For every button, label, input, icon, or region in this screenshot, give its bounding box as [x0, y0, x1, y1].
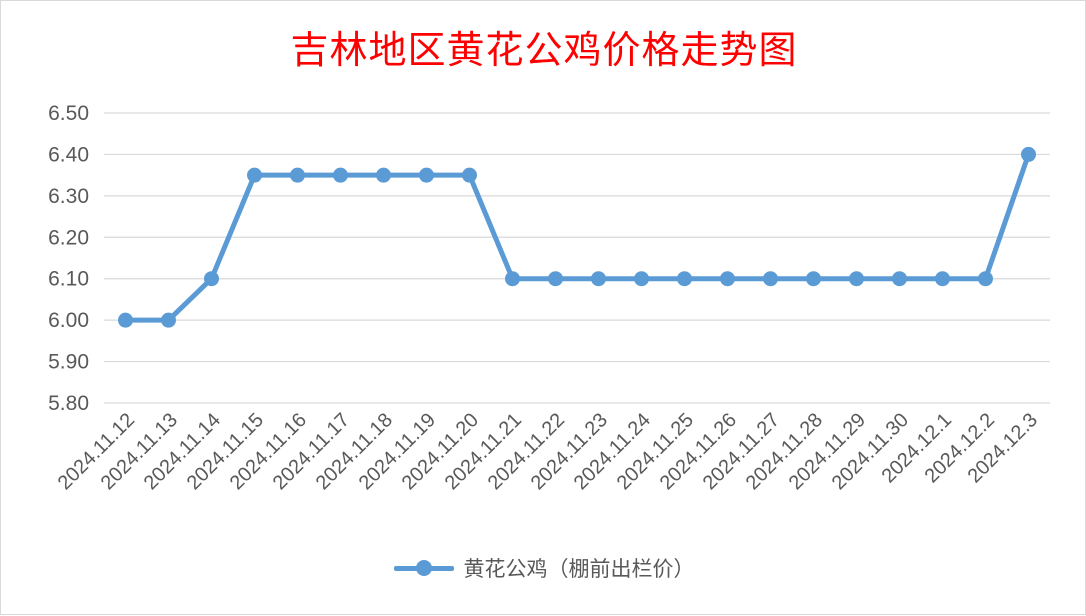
data-point [462, 167, 477, 183]
data-point [763, 271, 778, 287]
data-point [548, 271, 563, 287]
data-point [806, 271, 821, 287]
data-point [290, 167, 305, 183]
data-point [333, 167, 348, 183]
data-point [978, 271, 993, 287]
series-layer [118, 146, 1036, 328]
gridlines [104, 112, 1050, 404]
data-point [118, 312, 133, 328]
data-point [935, 271, 950, 287]
data-point [849, 271, 864, 287]
legend-label: 黄花公鸡（棚前出栏价） [463, 557, 695, 581]
legend: 黄花公鸡（棚前出栏价） [1, 553, 1086, 583]
data-point [634, 271, 649, 287]
y-tick-label: 6.00 [48, 309, 89, 332]
data-point [1021, 146, 1036, 162]
legend-marker [393, 556, 454, 580]
data-point [161, 312, 176, 328]
series-line [123, 151, 1031, 323]
y-tick-label: 6.50 [48, 102, 89, 125]
data-point [505, 271, 520, 287]
data-point [892, 271, 907, 287]
data-point [376, 167, 391, 183]
data-point [591, 271, 606, 287]
data-point [720, 271, 735, 287]
y-tick-label: 6.30 [48, 185, 89, 208]
y-axis-ticks: 5.80 5.90 6.00 6.10 6.20 6.30 6.40 6.50 [48, 102, 89, 415]
data-point [204, 271, 219, 287]
y-tick-label: 6.10 [48, 268, 89, 291]
y-tick-label: 6.20 [48, 226, 89, 249]
data-point [247, 167, 262, 183]
x-axis-ticks: 2024.11.122024.11.132024.11.142024.11.15… [54, 409, 1042, 494]
y-tick-label: 5.90 [48, 351, 89, 374]
data-point [419, 167, 434, 183]
y-tick-label: 5.80 [48, 392, 89, 415]
y-tick-label: 6.40 [48, 143, 89, 166]
data-point [677, 271, 692, 287]
chart-title: 吉林地区黄花公鸡价格走势图 [290, 28, 798, 72]
